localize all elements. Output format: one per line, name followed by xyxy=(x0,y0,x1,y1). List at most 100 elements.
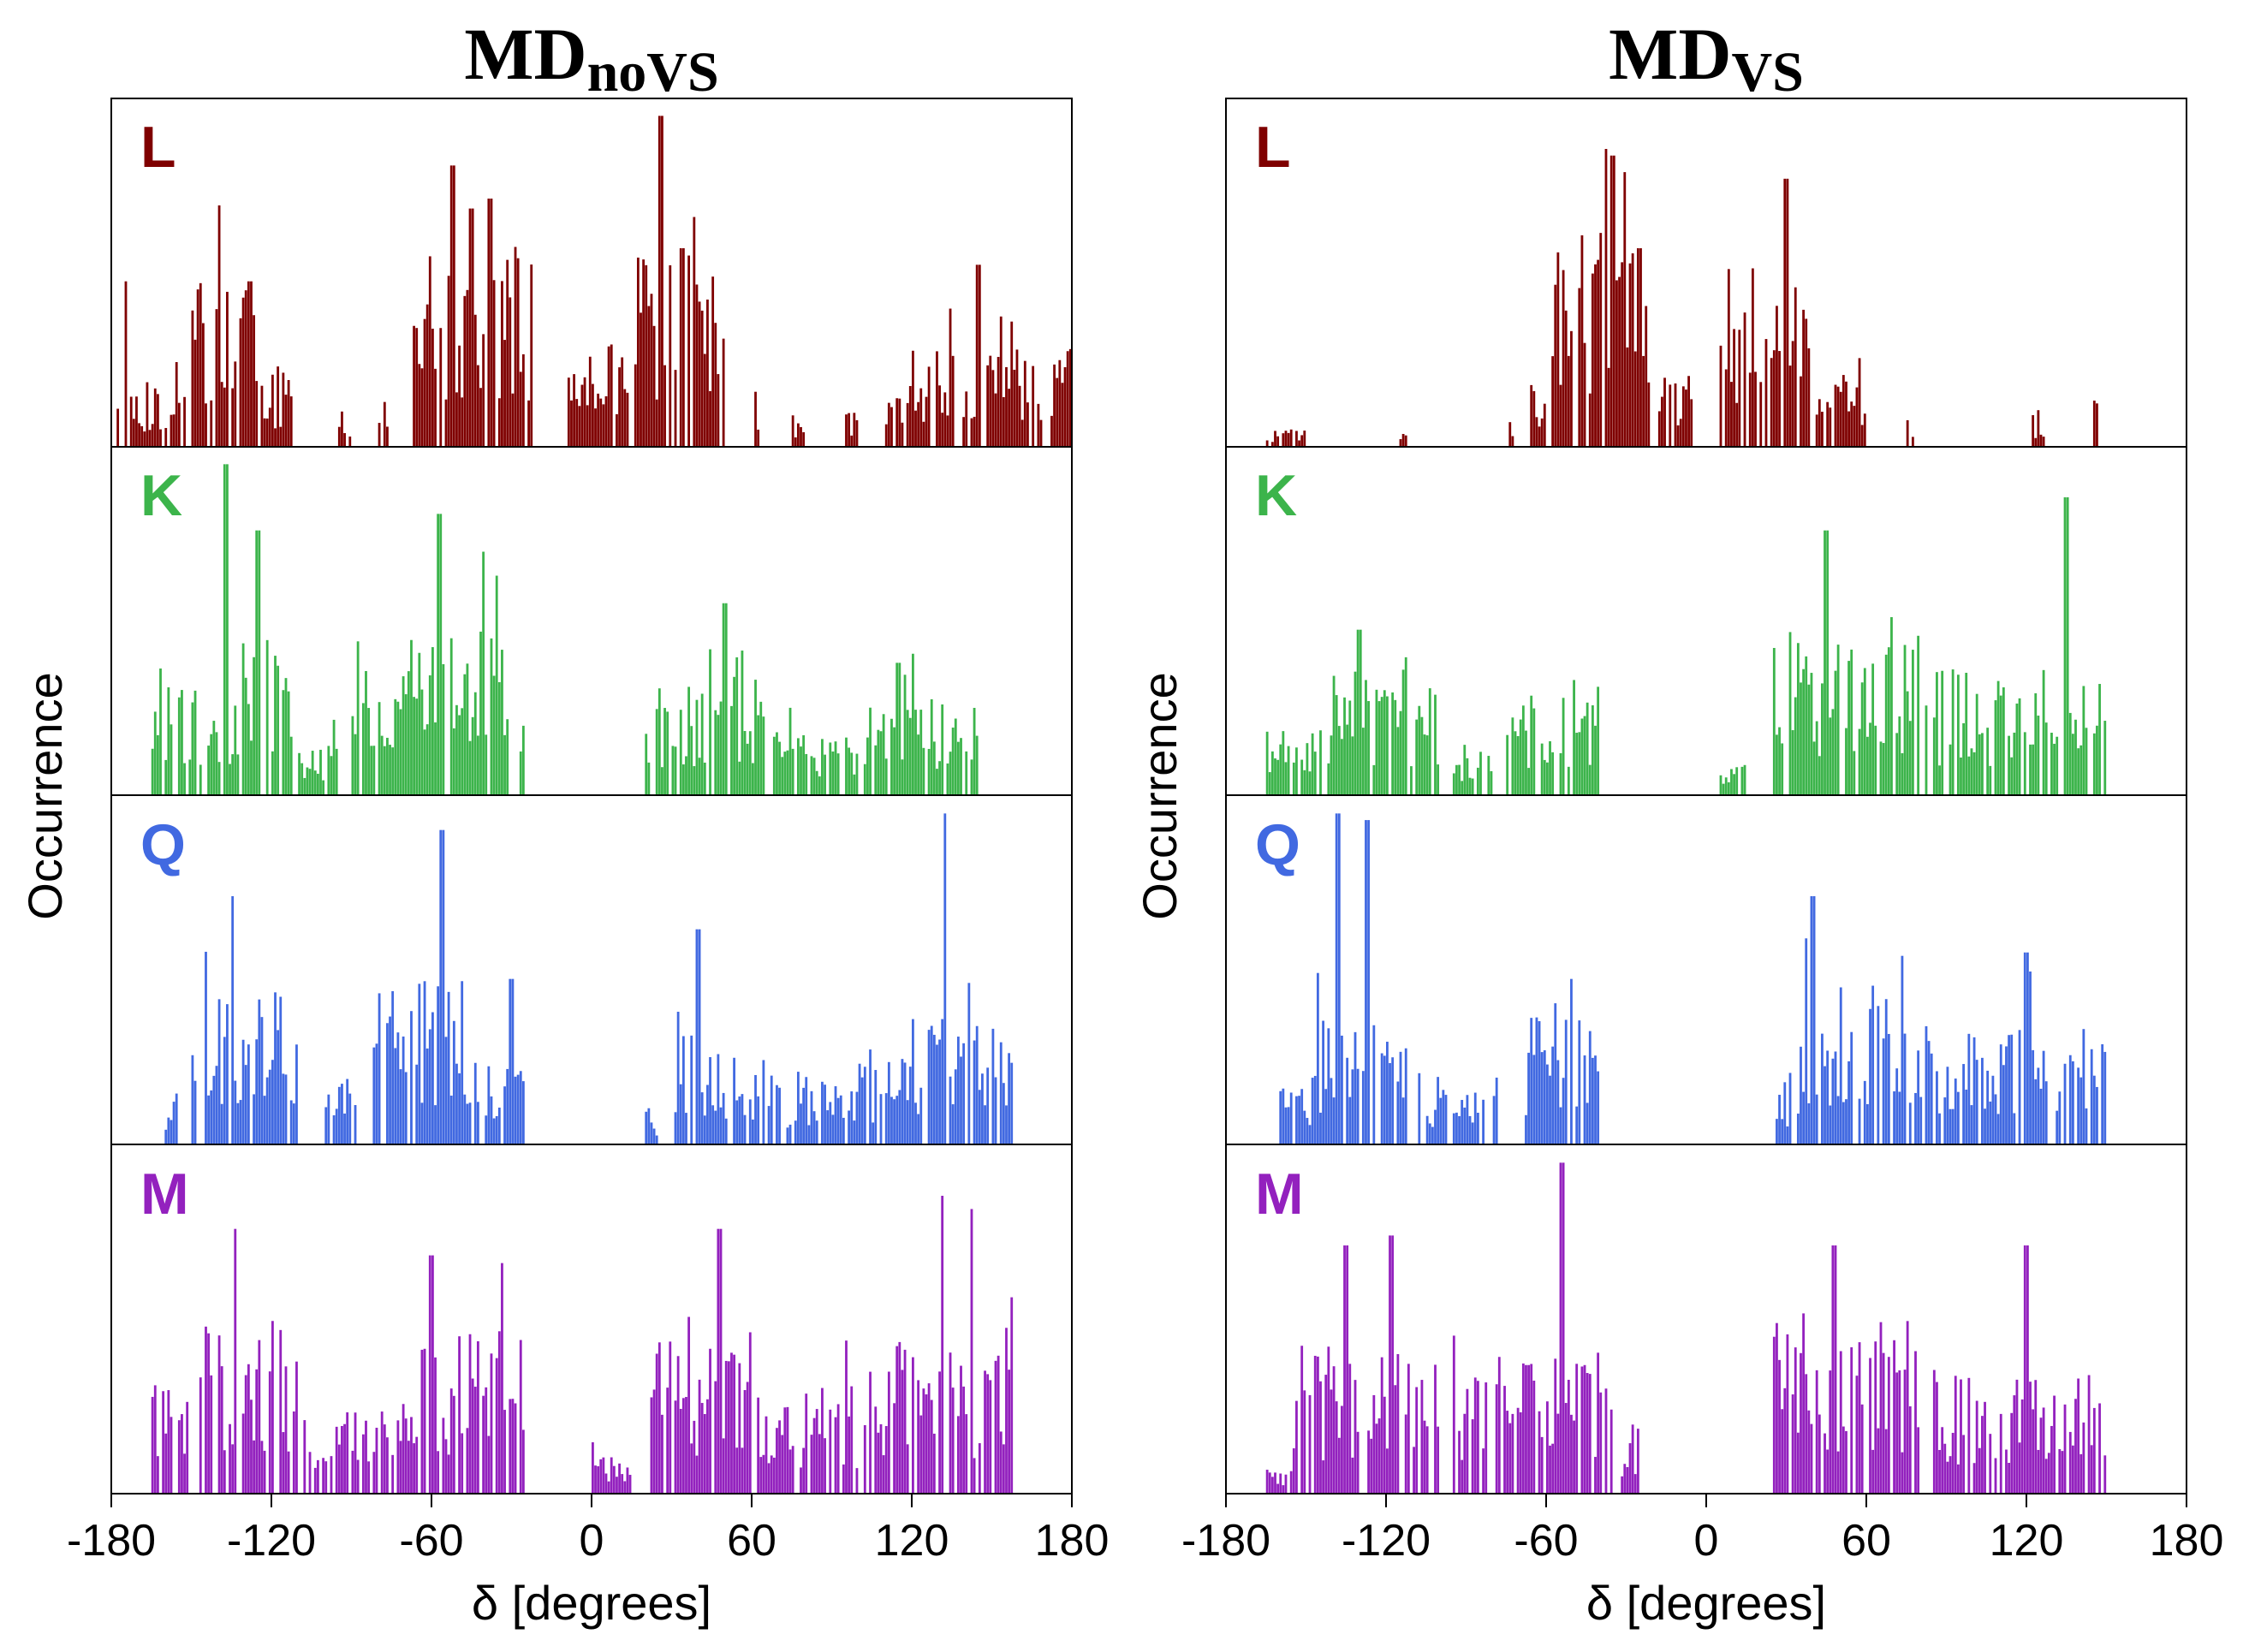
histogram-bar xyxy=(989,355,992,447)
histogram-bar xyxy=(1324,1089,1328,1144)
histogram-bar xyxy=(573,374,575,447)
histogram-bar xyxy=(332,719,336,795)
histogram-bar xyxy=(743,1114,747,1144)
histogram-bar xyxy=(1836,1451,1840,1494)
histogram-bar xyxy=(274,428,277,447)
histogram-bar xyxy=(1415,1387,1419,1494)
histogram-bar xyxy=(410,1011,413,1144)
histogram-bar xyxy=(431,647,434,795)
histogram-bar xyxy=(695,929,699,1144)
histogram-bar xyxy=(346,1079,349,1144)
histogram-bar xyxy=(575,399,579,447)
histogram-bar xyxy=(1556,1060,1560,1144)
histogram-bar xyxy=(1487,756,1490,795)
histogram-bar xyxy=(735,1100,739,1144)
histogram-bar xyxy=(143,431,146,447)
histogram-bar xyxy=(1802,1091,1806,1144)
histogram-bar xyxy=(1776,1322,1778,1494)
histogram-bar xyxy=(479,388,482,447)
x-tick-label: 0 xyxy=(580,1516,604,1566)
histogram-bar xyxy=(1284,762,1288,795)
histogram-bar xyxy=(1800,1046,1802,1144)
histogram-bar xyxy=(821,1081,824,1144)
histogram-bar xyxy=(466,289,469,447)
histogram-bar xyxy=(687,686,691,795)
histogram-bar xyxy=(2023,1245,2026,1494)
histogram-bar xyxy=(404,694,408,795)
histogram-bar xyxy=(511,1399,515,1494)
histogram-bar xyxy=(917,1114,920,1144)
histogram-bar xyxy=(695,699,699,795)
histogram-bar xyxy=(1604,1388,1608,1494)
histogram-bar xyxy=(1882,1038,1885,1144)
histogram-bar xyxy=(709,1057,711,1144)
histogram-bar xyxy=(1951,1432,1954,1494)
histogram-bar xyxy=(1573,1420,1575,1494)
histogram-bar xyxy=(1391,1057,1395,1144)
panel-m: M xyxy=(111,1162,1072,1495)
histogram-bar xyxy=(698,929,701,1144)
histogram-bar xyxy=(380,735,384,795)
histogram-bar xyxy=(860,1077,864,1144)
histogram-bar xyxy=(866,737,869,795)
histogram-bar xyxy=(1420,716,1424,795)
histogram-bar xyxy=(1938,765,1941,795)
histogram-bar xyxy=(1841,375,1845,447)
histogram-bar xyxy=(978,1443,981,1494)
histogram-bar xyxy=(666,711,669,795)
histogram-bar xyxy=(191,310,194,447)
histogram-bar xyxy=(255,381,259,447)
histogram-bar xyxy=(693,1420,696,1494)
histogram-bar xyxy=(1466,1388,1469,1494)
histogram-bar xyxy=(941,1019,944,1144)
panel-k: K xyxy=(111,463,1072,796)
histogram-bar xyxy=(1367,820,1370,1144)
histogram-bar xyxy=(1802,1313,1806,1494)
histogram-bar xyxy=(1829,717,1832,795)
histogram-bar xyxy=(1372,764,1376,795)
histogram-bar xyxy=(1298,1096,1300,1144)
panel-label: Q xyxy=(140,812,186,877)
histogram-bar xyxy=(356,1459,360,1494)
histogram-bar xyxy=(425,304,429,447)
histogram-bar xyxy=(1841,1102,1845,1144)
histogram-bar xyxy=(1404,657,1407,795)
histogram-bar xyxy=(1786,178,1789,447)
histogram-bar xyxy=(1735,402,1739,447)
histogram-bar xyxy=(778,1420,781,1494)
histogram-bar xyxy=(938,385,941,447)
histogram-bar xyxy=(250,740,253,795)
histogram-bar xyxy=(471,208,474,448)
histogram-bar xyxy=(703,762,706,795)
histogram-bar xyxy=(514,1403,517,1494)
histogram-bar xyxy=(1927,1041,1931,1144)
histogram-bar xyxy=(1836,386,1840,447)
histogram-bar xyxy=(1882,1352,1885,1494)
histogram-bar xyxy=(829,1409,832,1494)
histogram-bar xyxy=(282,690,285,795)
histogram-bar xyxy=(930,698,933,795)
histogram-bar xyxy=(423,981,426,1144)
histogram-bar xyxy=(447,991,450,1144)
histogram-bar xyxy=(1335,695,1338,795)
histogram-bar xyxy=(1543,1050,1546,1144)
histogram-bar xyxy=(1383,690,1386,795)
histogram-bar xyxy=(1471,778,1474,795)
x-tick-label: -180 xyxy=(67,1516,156,1566)
histogram-bar xyxy=(337,1444,341,1494)
histogram-bar xyxy=(652,325,656,447)
histogram-bar xyxy=(965,391,968,447)
histogram-bar xyxy=(311,751,314,795)
histogram-bar xyxy=(949,308,952,447)
histogram-bar xyxy=(930,1025,933,1144)
histogram-bar xyxy=(901,1059,904,1144)
histogram-bar xyxy=(442,829,445,1144)
histogram-bar xyxy=(741,651,744,795)
histogram-bar xyxy=(1306,743,1309,795)
histogram-bar xyxy=(1287,432,1290,447)
histogram-bar xyxy=(2074,719,2077,795)
histogram-bar xyxy=(2056,1110,2059,1144)
histogram-bar xyxy=(330,756,333,795)
histogram-bar xyxy=(1418,705,1421,795)
histogram-bar xyxy=(452,1395,455,1494)
